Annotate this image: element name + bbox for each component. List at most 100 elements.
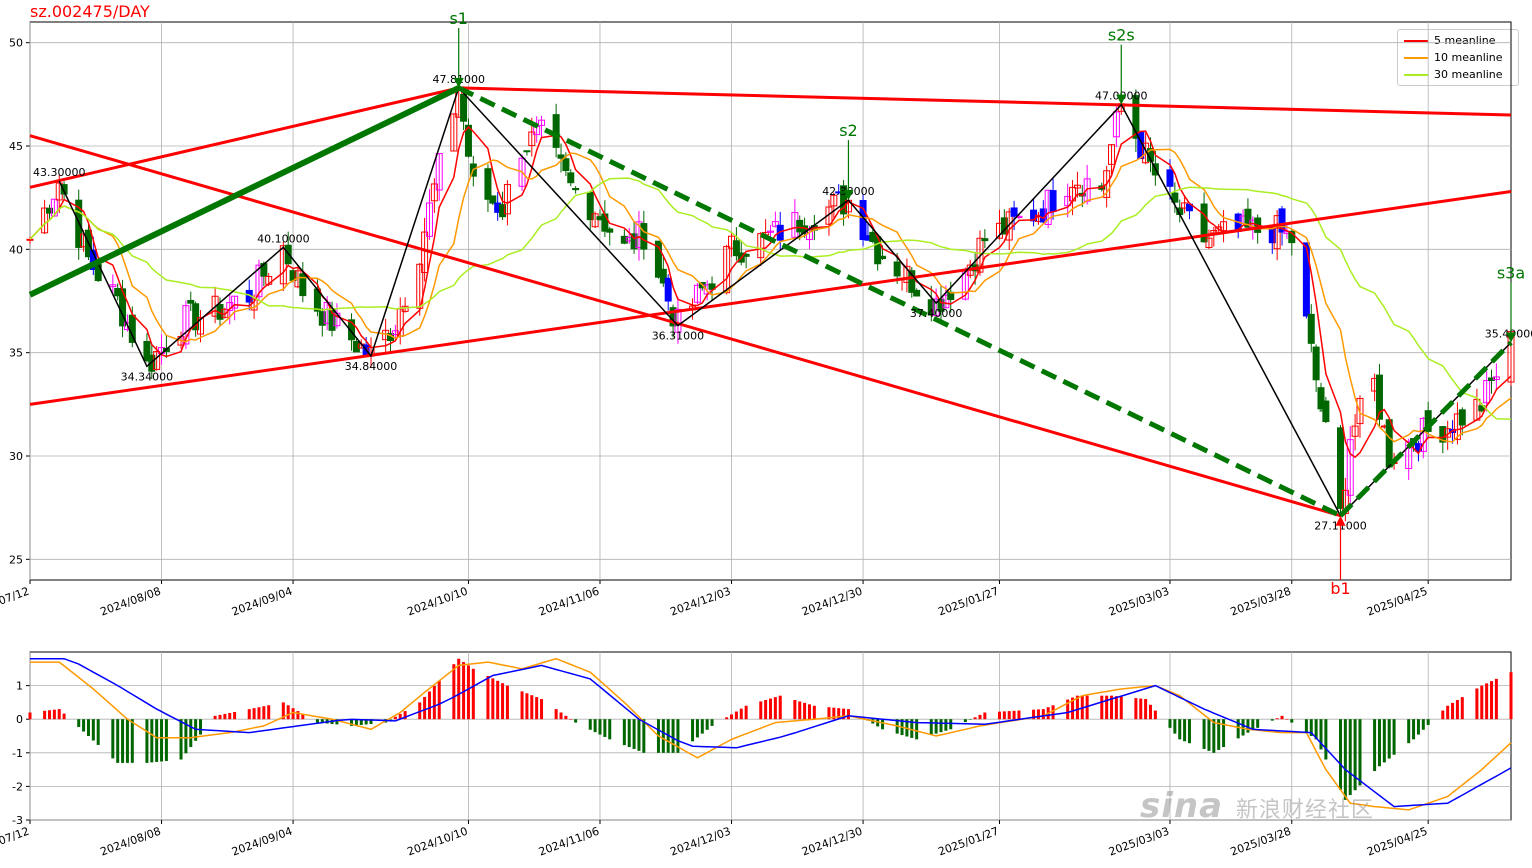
price-xtick-label: 2024/12/03 — [669, 585, 733, 619]
candle-body — [640, 223, 648, 250]
candle-body — [937, 298, 945, 312]
candle-body — [1049, 190, 1057, 212]
macd-histogram-bar — [491, 678, 495, 720]
price-xtick-label: 2025/01/27 — [936, 585, 1000, 619]
macd-histogram-bar — [228, 712, 232, 720]
macd-histogram-bar — [121, 719, 125, 763]
macd-histogram-bar — [233, 712, 237, 720]
candle-body — [1492, 376, 1500, 381]
price-ytick-label: 40 — [9, 243, 23, 256]
macd-histogram-bar — [983, 712, 987, 720]
candle-body — [776, 224, 784, 241]
macd-histogram-bar — [320, 719, 324, 724]
candle-body — [606, 228, 614, 233]
macd-histogram-bar — [1110, 695, 1114, 720]
macd-histogram-bar — [803, 702, 807, 720]
macd-histogram-bar — [622, 719, 626, 746]
candle-body — [562, 158, 570, 172]
macd-histogram-bar — [1475, 688, 1479, 720]
macd-histogram-bar — [540, 699, 544, 720]
macd-histogram-bar — [997, 711, 1001, 720]
signal-arrow-head — [1335, 515, 1346, 526]
legend-label-ma10: 10 meanline — [1434, 51, 1503, 64]
watermark: sina 新浪财经社区 — [1140, 786, 1374, 826]
macd-histogram-bar — [1222, 719, 1226, 748]
macd-histogram-bar — [1236, 719, 1240, 739]
legend-swatch-ma5 — [1404, 39, 1428, 42]
pivot-label: 37.40000 — [910, 307, 963, 320]
candle-body — [1010, 207, 1018, 217]
candle-body — [1132, 95, 1140, 139]
candle-body — [1322, 400, 1330, 423]
macd-histogram-bar — [700, 719, 704, 734]
macd-histogram-bar — [1144, 699, 1148, 720]
candle-body — [60, 184, 68, 195]
macd-ytick-label: -1 — [12, 747, 23, 760]
macd-histogram-bar — [130, 719, 134, 763]
candle-body — [1112, 111, 1120, 138]
candle-body — [41, 207, 49, 234]
macd-histogram-bar — [291, 708, 295, 720]
macd-histogram-bar — [1071, 697, 1075, 720]
macd-histogram-bar — [1494, 678, 1498, 720]
macd-histogram-bar — [807, 704, 811, 720]
macd-histogram-bar — [52, 709, 56, 720]
macd-histogram-bar — [691, 719, 695, 742]
macd-histogram-bar — [1441, 710, 1445, 720]
macd-histogram-bar — [1353, 719, 1357, 791]
macd-histogram-bar — [1012, 710, 1016, 720]
macd-histogram-bar — [769, 698, 772, 720]
price-xtick-label: 2024/12/30 — [800, 585, 864, 619]
macd-histogram-bar — [223, 713, 227, 720]
candle-body — [1307, 313, 1315, 344]
candle-body — [674, 308, 682, 333]
macd-histogram-bar — [1105, 695, 1109, 720]
candle-body — [1458, 409, 1466, 426]
candle-body — [1385, 419, 1393, 468]
macd-histogram-bar — [881, 719, 885, 730]
candle-body — [630, 233, 638, 250]
candle-body — [1302, 242, 1310, 317]
candle-body — [732, 240, 740, 257]
macd-histogram-bar — [1324, 719, 1328, 760]
macd-histogram-bar — [535, 697, 539, 720]
legend-entry-ma5: 5 meanline — [1404, 32, 1512, 49]
macd-histogram-bar — [642, 719, 646, 753]
macd-histogram-bar — [1202, 719, 1206, 749]
macd-histogram-bar — [739, 708, 743, 720]
macd-histogram-bar — [1480, 685, 1484, 720]
macd-histogram-bar — [929, 719, 933, 736]
macd-histogram-bar — [934, 719, 938, 734]
macd-histogram-bar — [837, 708, 841, 720]
candle-body — [1351, 425, 1359, 437]
macd-histogram-bar — [632, 719, 636, 749]
candle-body — [489, 195, 497, 204]
macd-histogram-bar — [393, 716, 397, 720]
macd-histogram-bar — [1212, 719, 1216, 753]
candle-body — [1288, 230, 1296, 244]
macd-histogram-bar — [1314, 719, 1318, 740]
macd-histogram-bar — [574, 719, 578, 723]
macd-histogram-bar — [496, 680, 500, 720]
price-xtick-label: 2024/07/12 — [0, 585, 31, 619]
candle-body — [981, 238, 989, 242]
macd-histogram-bar — [1085, 695, 1089, 720]
price-xtick-label: 2024/11/06 — [537, 585, 601, 619]
macd-histogram-bar — [1041, 709, 1045, 720]
macd-panel: -3 -2 -1 0 1 2024/07/12 2024/08/08 2024/09/04 20… — [0, 651, 1513, 859]
macd-histogram-bar — [1075, 695, 1079, 720]
candle-body — [976, 237, 984, 273]
signal-label-s1: s1 — [449, 9, 468, 28]
price-ytick-label: 25 — [9, 553, 23, 566]
legend-entry-ma10: 10 meanline — [1404, 49, 1512, 66]
macd-histogram-bar — [155, 719, 159, 762]
macd-histogram-bar — [1183, 719, 1187, 742]
trend-line — [29, 189, 1512, 406]
trend-line — [458, 86, 1512, 117]
pivot-label: 40.10000 — [257, 232, 310, 245]
macd-histogram-bar — [432, 686, 436, 720]
macd-histogram-bar — [1017, 710, 1021, 720]
macd-histogram-bar — [1119, 696, 1123, 720]
signal-label-s3a: s3a — [1497, 264, 1525, 283]
